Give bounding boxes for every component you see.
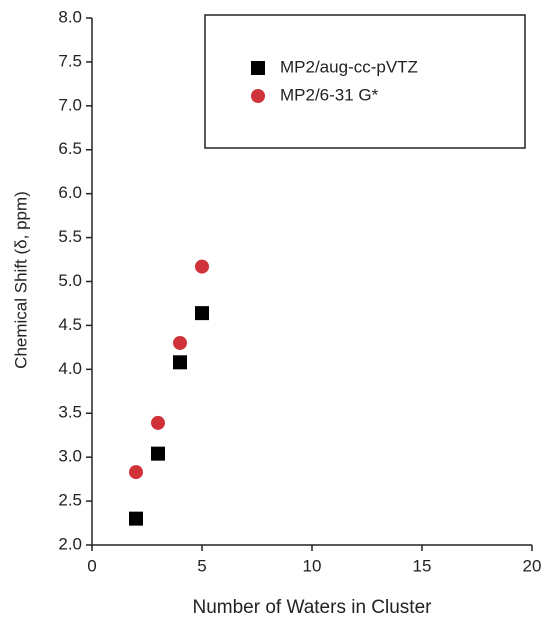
- point: [195, 259, 209, 274]
- y-tick-label: 4.0: [58, 359, 82, 378]
- x-axis-label: Number of Waters in Cluster: [193, 597, 433, 618]
- legend-label: MP2/6-31 G*: [280, 85, 379, 104]
- point: [195, 306, 209, 321]
- y-tick-label: 7.0: [58, 95, 82, 114]
- y-tick-label: 6.5: [58, 139, 82, 158]
- x-tick-label: 15: [413, 556, 432, 575]
- point: [129, 465, 143, 480]
- y-tick-label: 3.0: [58, 447, 82, 466]
- legend-label: MP2/aug-cc-pVTZ: [280, 57, 418, 76]
- x-tick-label: 10: [303, 556, 322, 575]
- point: [151, 415, 165, 430]
- x-tick-label: 5: [197, 556, 206, 575]
- point: [151, 446, 165, 461]
- point: [129, 511, 143, 526]
- legend-marker: [251, 61, 265, 75]
- point: [173, 355, 187, 370]
- y-tick-label: 3.5: [58, 403, 82, 422]
- y-tick-label: 2.0: [58, 534, 82, 553]
- y-tick-label: 4.5: [58, 315, 82, 334]
- legend-marker: [251, 89, 265, 103]
- point: [173, 335, 187, 350]
- x-tick-label: 20: [523, 556, 542, 575]
- x-tick-label: 0: [87, 556, 96, 575]
- y-tick-label: 5.0: [58, 271, 82, 290]
- y-tick-label: 6.0: [58, 183, 82, 202]
- legend-box: [204, 14, 526, 149]
- y-tick-label: 2.5: [58, 491, 82, 510]
- y-tick-label: 8.0: [58, 7, 82, 26]
- y-tick-label: 7.5: [58, 51, 82, 70]
- y-axis-label: Chemical Shift (δ, ppm): [11, 191, 30, 369]
- y-tick-label: 5.5: [58, 227, 82, 246]
